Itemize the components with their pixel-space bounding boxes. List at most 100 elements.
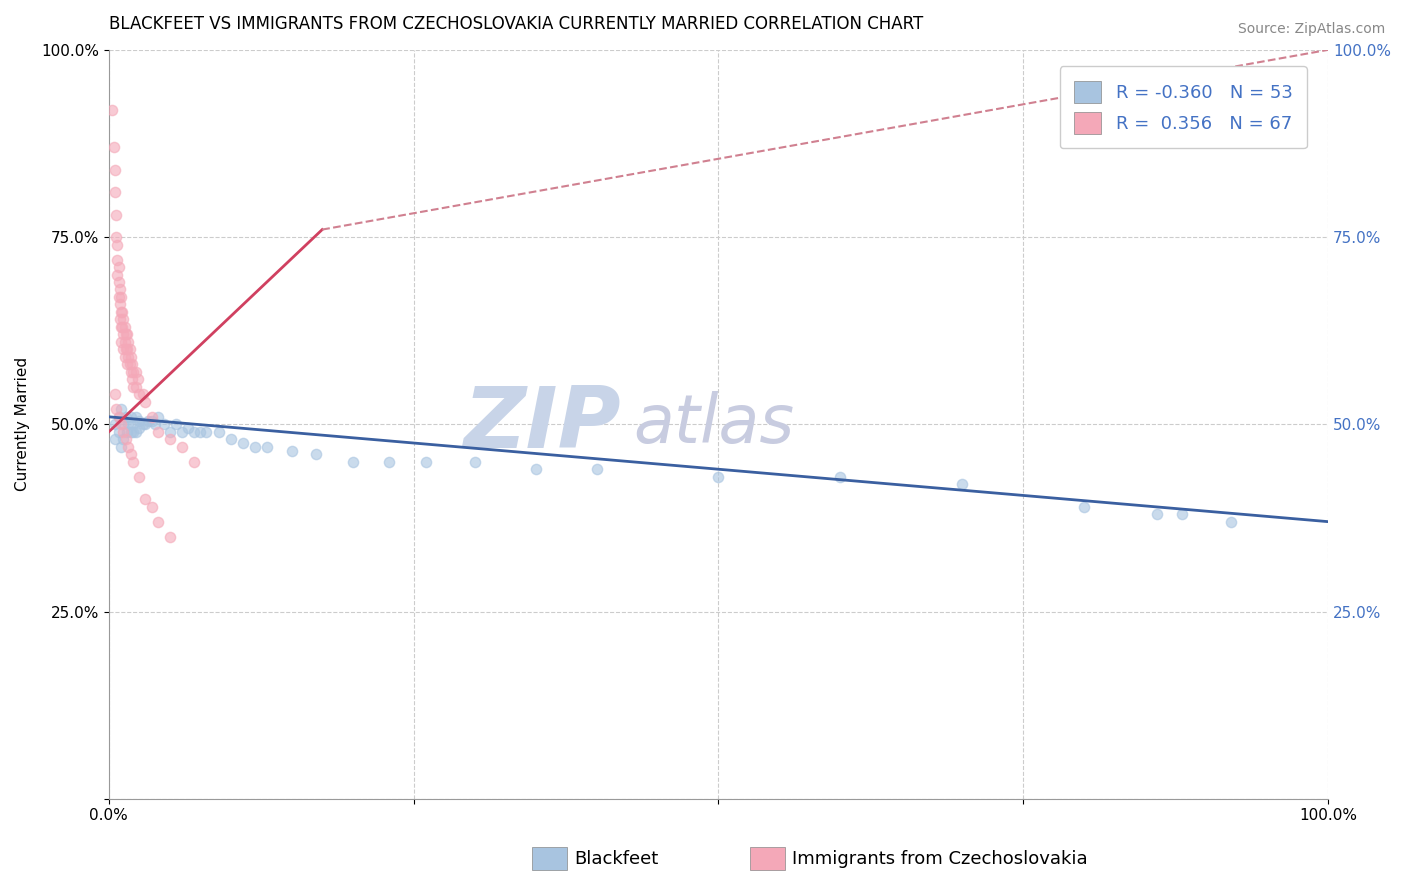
- Text: Immigrants from Czechoslovakia: Immigrants from Czechoslovakia: [792, 850, 1088, 868]
- Point: [110, 417, 132, 432]
- Point: [107, 409, 129, 424]
- Point: [105, 237, 128, 252]
- Point: [117, 350, 139, 364]
- Point: [114, 320, 136, 334]
- Point: [165, 417, 187, 432]
- Text: atlas: atlas: [633, 392, 794, 458]
- Point: [585, 462, 607, 476]
- Point: [124, 365, 146, 379]
- Point: [707, 469, 730, 483]
- Point: [104, 417, 127, 432]
- Point: [112, 327, 135, 342]
- Point: [141, 409, 163, 424]
- Point: [950, 477, 973, 491]
- Point: [110, 290, 132, 304]
- Point: [111, 320, 134, 334]
- Point: [141, 500, 163, 514]
- Point: [115, 343, 138, 357]
- Point: [112, 425, 135, 439]
- Point: [1171, 507, 1194, 521]
- Point: [115, 409, 138, 424]
- Point: [132, 417, 155, 432]
- Point: [120, 447, 142, 461]
- Point: [110, 402, 132, 417]
- Point: [141, 413, 163, 427]
- Point: [124, 380, 146, 394]
- Point: [122, 425, 145, 439]
- Point: [136, 413, 159, 427]
- Point: [112, 343, 135, 357]
- Text: BLACKFEET VS IMMIGRANTS FROM CZECHOSLOVAKIA CURRENTLY MARRIED CORRELATION CHART: BLACKFEET VS IMMIGRANTS FROM CZECHOSLOVA…: [108, 15, 924, 33]
- Text: Source: ZipAtlas.com: Source: ZipAtlas.com: [1237, 22, 1385, 37]
- Point: [110, 320, 132, 334]
- Point: [159, 425, 181, 439]
- Point: [128, 421, 150, 435]
- Point: [524, 462, 547, 476]
- Point: [101, 103, 124, 117]
- Point: [120, 409, 142, 424]
- Point: [104, 162, 127, 177]
- Point: [159, 432, 181, 446]
- Point: [105, 208, 128, 222]
- Point: [1073, 500, 1095, 514]
- Point: [1146, 507, 1168, 521]
- Point: [107, 275, 129, 289]
- Point: [170, 425, 193, 439]
- Point: [134, 394, 156, 409]
- Point: [146, 409, 169, 424]
- Point: [122, 455, 145, 469]
- Point: [128, 469, 150, 483]
- Point: [105, 230, 128, 244]
- Point: [114, 334, 136, 349]
- Point: [177, 421, 200, 435]
- Point: [132, 387, 155, 401]
- Point: [170, 440, 193, 454]
- Point: [115, 327, 138, 342]
- Point: [134, 492, 156, 507]
- Point: [110, 334, 132, 349]
- Point: [256, 440, 278, 454]
- Point: [1219, 515, 1241, 529]
- Point: [117, 334, 139, 349]
- Point: [118, 357, 141, 371]
- Point: [105, 402, 128, 417]
- Point: [219, 432, 242, 446]
- Legend: R = -0.360   N = 53, R =  0.356   N = 67: R = -0.360 N = 53, R = 0.356 N = 67: [1060, 66, 1308, 148]
- Point: [152, 417, 174, 432]
- Point: [464, 455, 486, 469]
- Point: [103, 140, 125, 154]
- Point: [143, 417, 166, 432]
- Point: [830, 469, 852, 483]
- Point: [188, 425, 211, 439]
- Point: [120, 365, 142, 379]
- Point: [415, 455, 437, 469]
- Point: [107, 409, 129, 424]
- Point: [105, 268, 128, 282]
- Point: [120, 425, 142, 439]
- Point: [121, 357, 143, 371]
- Point: [378, 455, 401, 469]
- Point: [104, 387, 127, 401]
- Point: [122, 380, 145, 394]
- Point: [124, 425, 146, 439]
- Point: [107, 260, 129, 274]
- Point: [207, 425, 229, 439]
- Point: [112, 432, 135, 446]
- Point: [122, 417, 145, 432]
- Point: [108, 283, 131, 297]
- Point: [122, 365, 145, 379]
- Point: [117, 440, 139, 454]
- Point: [108, 312, 131, 326]
- Point: [183, 425, 205, 439]
- Point: [127, 372, 149, 386]
- Point: [115, 425, 138, 439]
- Point: [232, 436, 254, 450]
- Point: [117, 417, 139, 432]
- Point: [115, 343, 138, 357]
- Point: [146, 515, 169, 529]
- Point: [115, 432, 138, 446]
- Point: [110, 305, 132, 319]
- Point: [243, 440, 266, 454]
- Point: [305, 447, 328, 461]
- Point: [107, 290, 129, 304]
